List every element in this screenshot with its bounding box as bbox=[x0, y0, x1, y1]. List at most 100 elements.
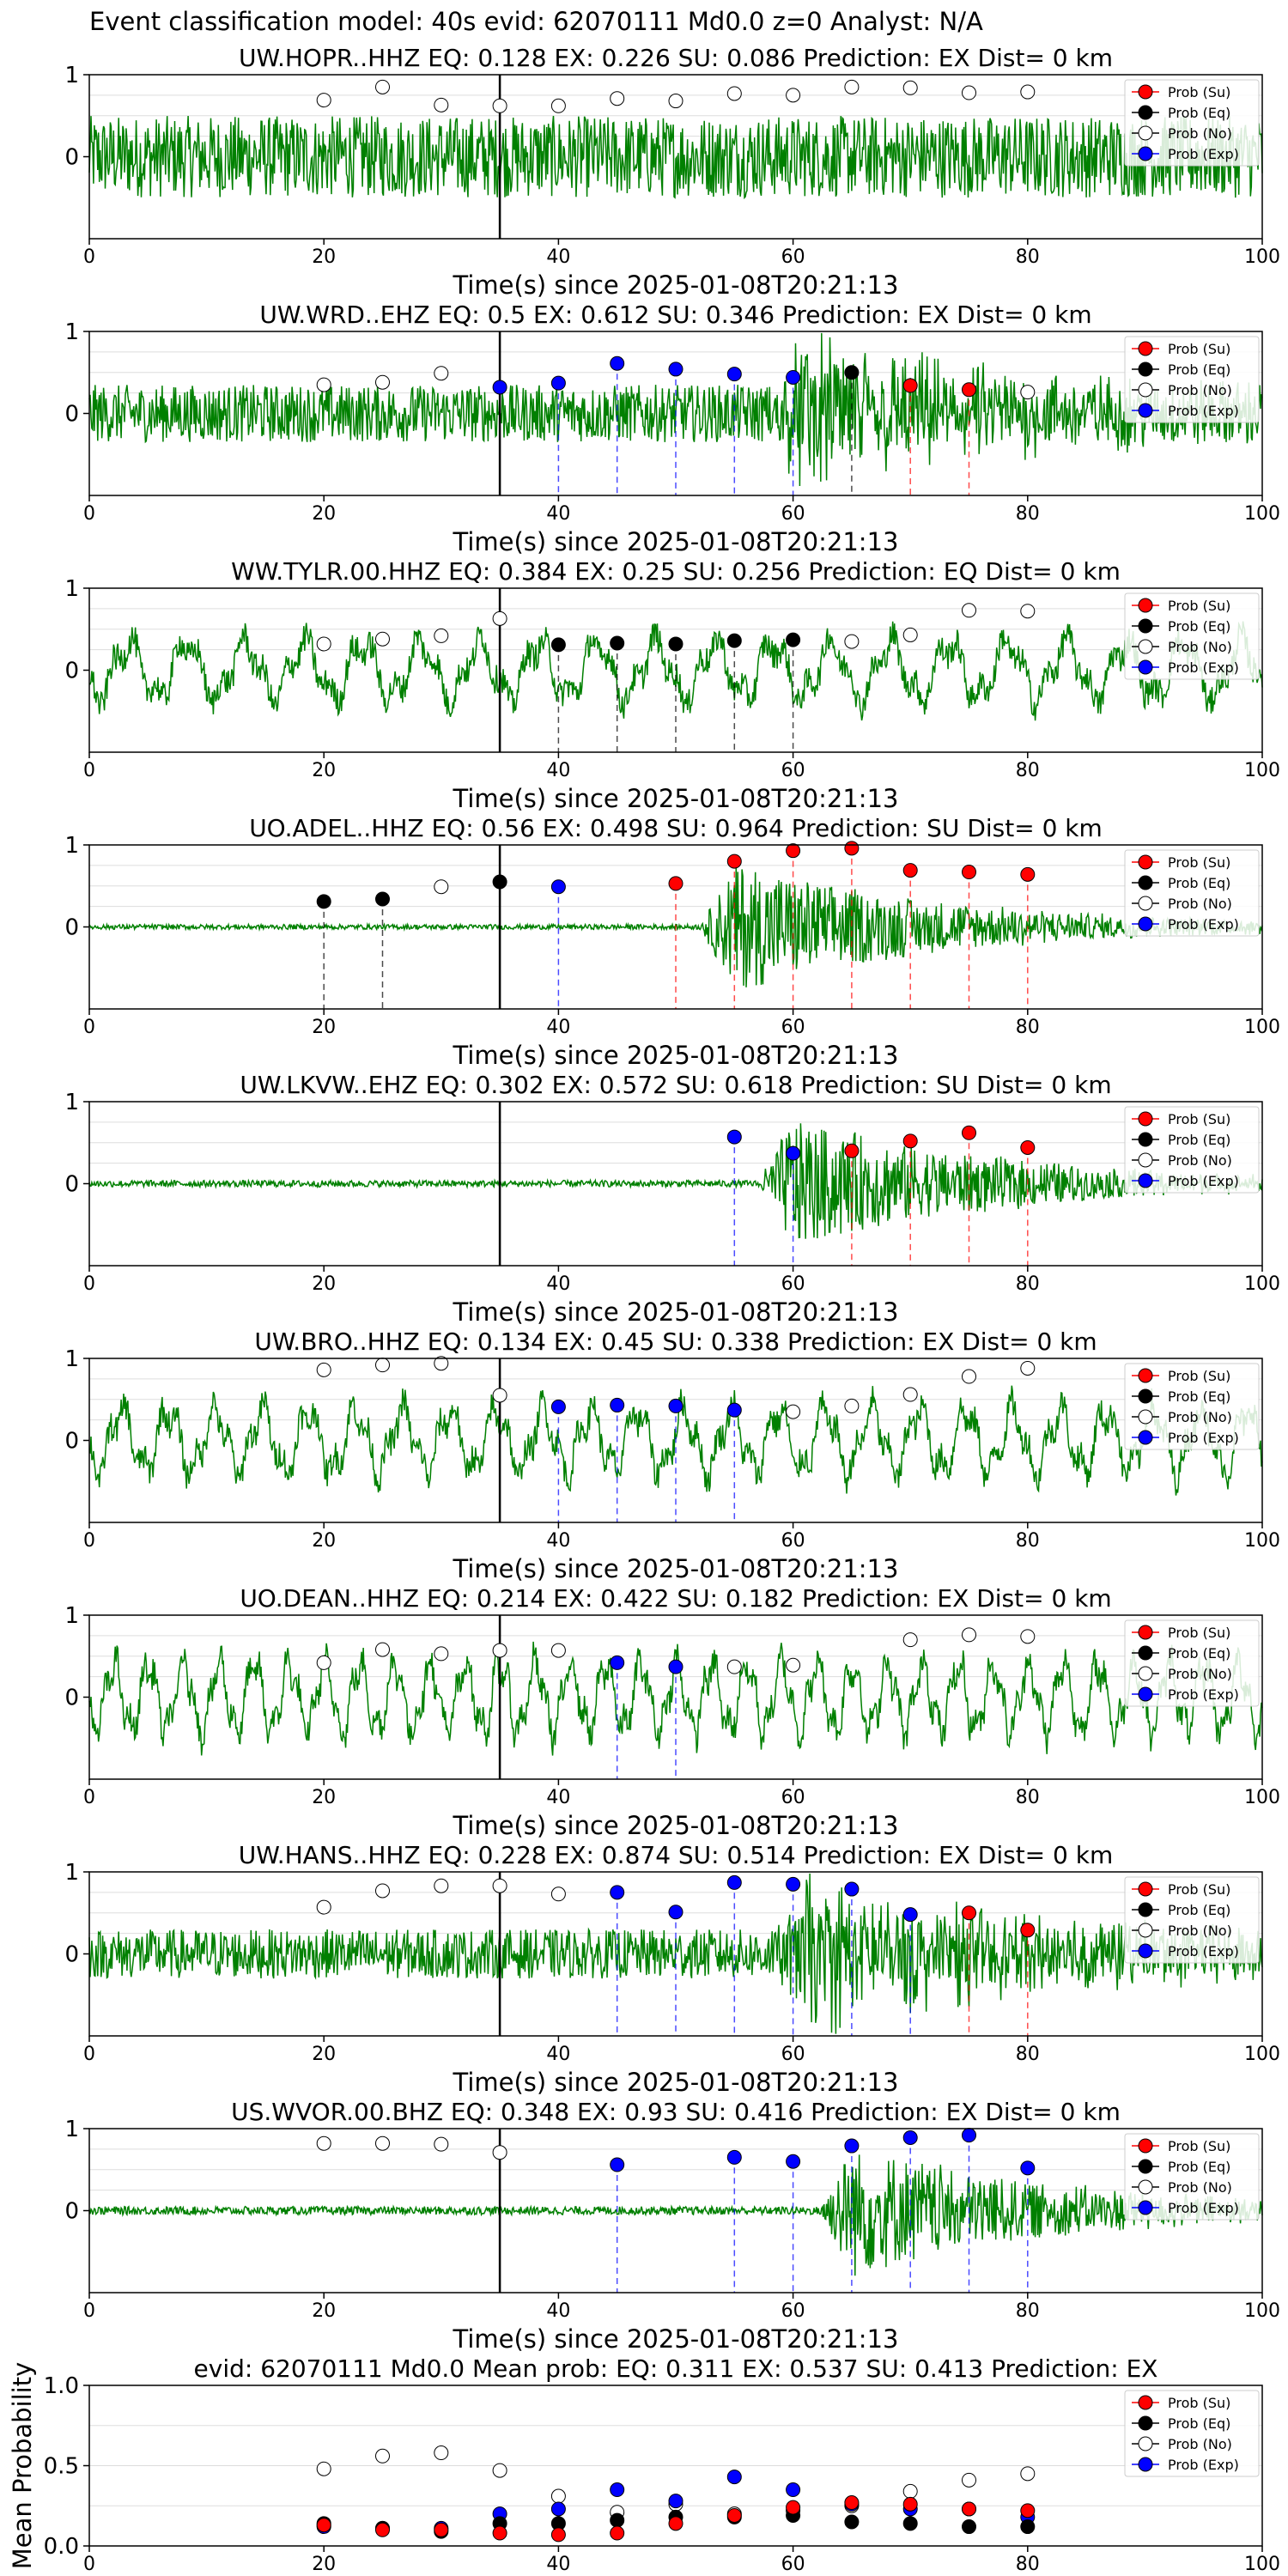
mean-point-exp bbox=[610, 2482, 625, 2498]
prob-point-no bbox=[316, 636, 331, 652]
legend-label-su: Prob (Su) bbox=[1168, 598, 1230, 614]
prob-point-exp bbox=[786, 1876, 801, 1892]
legend-label-eq: Prob (Eq) bbox=[1168, 1132, 1230, 1148]
prob-point-exp bbox=[668, 361, 683, 377]
legend-label-no: Prob (No) bbox=[1168, 125, 1232, 142]
x-tick-label: 0 bbox=[83, 1273, 95, 1295]
x-tick-label: 40 bbox=[546, 760, 570, 781]
legend-marker-exp bbox=[1138, 1173, 1153, 1188]
legend-marker-su bbox=[1138, 341, 1153, 356]
x-axis-label: Time(s) since 2025-01-08T20:21:13 bbox=[453, 270, 899, 300]
prob-point-eq bbox=[492, 874, 507, 890]
legend-box bbox=[1124, 1619, 1260, 1707]
mean-point-no bbox=[492, 2463, 507, 2478]
legend-label-exp: Prob (Exp) bbox=[1168, 1686, 1239, 1703]
legend-marker-no bbox=[1138, 1152, 1153, 1168]
legend-label-su: Prob (Su) bbox=[1168, 854, 1230, 871]
x-tick-label: 0 bbox=[83, 1017, 95, 1038]
mean-point-no bbox=[550, 2488, 566, 2504]
mean-point-su bbox=[786, 2500, 801, 2515]
legend-label-no: Prob (No) bbox=[1168, 1409, 1232, 1425]
prob-point-exp bbox=[902, 2130, 918, 2146]
x-tick-label: 100 bbox=[1244, 1273, 1280, 1295]
legend-marker-exp bbox=[1138, 916, 1153, 932]
legend-marker-eq bbox=[1138, 618, 1153, 634]
prob-point-eq bbox=[550, 637, 566, 653]
legend-marker-no bbox=[1138, 639, 1153, 654]
prob-point-no bbox=[902, 1632, 918, 1648]
x-tick-label: 100 bbox=[1244, 1017, 1280, 1038]
y-tick-label: 0 bbox=[64, 1686, 79, 1711]
prob-point-su bbox=[902, 863, 918, 878]
prob-point-no bbox=[902, 80, 918, 95]
legend-box bbox=[1124, 336, 1260, 423]
prob-point-su bbox=[902, 1133, 918, 1149]
x-tick-label: 60 bbox=[781, 1273, 805, 1295]
prob-point-no bbox=[726, 1659, 742, 1674]
x-tick-label: 40 bbox=[546, 2300, 570, 2322]
prob-point-exp bbox=[668, 1398, 683, 1413]
prob-point-eq bbox=[375, 891, 390, 907]
x-tick-label: 60 bbox=[781, 1530, 805, 1552]
legend-marker-su bbox=[1138, 1111, 1153, 1127]
station-panel: 0 20 40 60 80 100 0 1 UW.HANS..HHZ EQ: 0.228 EX:… bbox=[64, 1841, 1280, 2097]
x-tick-label: 0 bbox=[83, 1530, 95, 1552]
legend-label-no: Prob (No) bbox=[1168, 896, 1232, 912]
x-tick-label: 40 bbox=[546, 246, 570, 268]
legend-marker-no bbox=[1138, 1666, 1153, 1681]
prob-point-no bbox=[316, 1362, 331, 1377]
x-tick-label: 20 bbox=[312, 2554, 336, 2575]
legend-label-su: Prob (Su) bbox=[1168, 2395, 1230, 2411]
x-tick-label: 60 bbox=[781, 1017, 805, 1038]
prob-point-no bbox=[316, 1899, 331, 1915]
legend-label-exp: Prob (Exp) bbox=[1168, 146, 1239, 162]
prob-point-no bbox=[962, 1369, 976, 1384]
prob-point-exp bbox=[492, 380, 507, 395]
x-tick-label: 80 bbox=[1016, 1787, 1040, 1808]
y-tick-label: 0 bbox=[64, 1172, 79, 1198]
legend-marker-su bbox=[1138, 598, 1153, 613]
waveform-trace bbox=[88, 2154, 1263, 2276]
prob-point-no bbox=[434, 97, 449, 112]
prob-point-exp bbox=[786, 369, 801, 385]
legend-marker-su bbox=[1138, 84, 1153, 100]
x-tick-label: 80 bbox=[1016, 246, 1040, 268]
legend-marker-no bbox=[1138, 1409, 1153, 1425]
prob-point-exp bbox=[610, 2157, 625, 2172]
legend-marker-su bbox=[1138, 854, 1153, 870]
legend-label-eq: Prob (Eq) bbox=[1168, 2159, 1230, 2175]
x-tick-label: 80 bbox=[1016, 1017, 1040, 1038]
prob-point-su bbox=[902, 378, 918, 393]
y-tick-label: 1 bbox=[64, 1603, 79, 1629]
legend-label-eq: Prob (Eq) bbox=[1168, 1645, 1230, 1662]
mean-point-su bbox=[668, 2516, 683, 2531]
prob-point-exp bbox=[844, 2138, 860, 2154]
y-tick-label: 0 bbox=[64, 1429, 79, 1455]
panel-title: UO.DEAN..HHZ EQ: 0.214 EX: 0.422 SU: 0.1… bbox=[240, 1584, 1111, 1613]
legend-box bbox=[1124, 2133, 1260, 2221]
prob-point-no bbox=[786, 88, 801, 103]
x-tick-label: 20 bbox=[312, 2044, 336, 2065]
x-tick-label: 60 bbox=[781, 760, 805, 781]
x-tick-label: 40 bbox=[546, 503, 570, 525]
prob-point-eq bbox=[316, 894, 331, 909]
mean-point-eq bbox=[1020, 2519, 1036, 2535]
mean-point-su bbox=[1020, 2503, 1036, 2518]
prob-point-no bbox=[610, 91, 625, 106]
prob-point-no bbox=[375, 79, 390, 94]
x-tick-label: 40 bbox=[546, 1017, 570, 1038]
prob-point-no bbox=[434, 1356, 449, 1371]
mean-point-no bbox=[902, 2483, 918, 2499]
x-tick-label: 80 bbox=[1016, 760, 1040, 781]
mean-point-su bbox=[726, 2507, 742, 2523]
panel-title: WW.TYLR.00.HHZ EQ: 0.384 EX: 0.25 SU: 0.… bbox=[231, 557, 1121, 586]
legend-marker-su bbox=[1138, 1625, 1153, 1640]
prob-point-no bbox=[726, 86, 742, 101]
prob-point-no bbox=[1020, 385, 1036, 400]
prob-point-exp bbox=[844, 1881, 860, 1897]
x-tick-label: 100 bbox=[1244, 503, 1280, 525]
panel-title: UW.BRO..HHZ EQ: 0.134 EX: 0.45 SU: 0.338… bbox=[254, 1327, 1097, 1356]
prob-point-no bbox=[434, 2136, 449, 2152]
x-tick-label: 0 bbox=[83, 760, 95, 781]
